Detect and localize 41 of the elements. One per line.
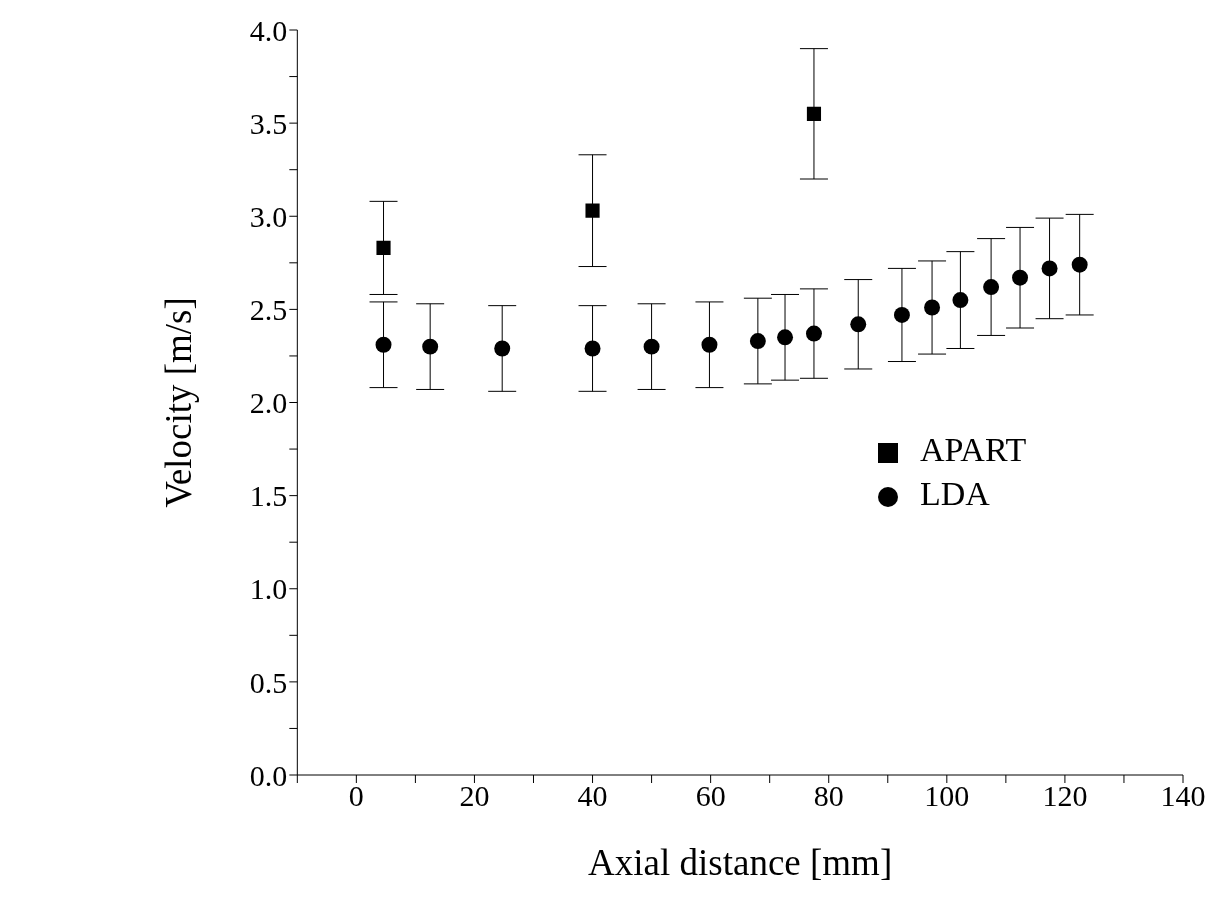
x-tick-label: 120 [1042,779,1088,813]
point [643,338,660,355]
legend-label: APART [920,431,1027,468]
y-tick-label: 2.0 [249,386,288,420]
point [850,316,867,333]
x-tick-label: 60 [695,779,726,813]
x-tick-label: 140 [1160,779,1206,813]
point [376,240,391,255]
y-tick-label: 1.0 [249,572,288,606]
point [1012,269,1029,286]
point [375,336,392,353]
point [584,340,601,357]
point [1041,260,1058,277]
x-axis-title: Axial distance [mm] [588,842,893,883]
point [952,292,969,309]
point [494,340,511,357]
y-tick-label: 1.5 [249,479,288,513]
point [422,338,439,355]
point [983,279,1000,295]
y-axis-title: Velocity [m/s] [158,297,200,508]
x-tick-label: 20 [459,779,490,813]
x-tick-label: 80 [813,779,844,813]
y-tick-label: 3.0 [249,199,288,233]
x-tick-label: 100 [924,779,970,813]
point [924,299,941,316]
point [749,333,766,349]
y-tick-label: 2.5 [249,293,288,327]
point [701,336,718,353]
y-tick-label: 0.5 [249,665,288,699]
point [805,325,822,342]
legend-label: LDA [920,475,990,512]
point [893,307,910,323]
y-tick-label: 3.5 [249,106,288,140]
y-tick-label: 0.0 [249,758,288,792]
point [585,203,600,218]
y-tick-label: 4.0 [249,13,288,47]
x-tick-label: 0 [348,779,364,813]
point [777,329,794,346]
point [806,106,822,121]
point [1071,256,1088,273]
x-tick-label: 40 [577,779,608,813]
